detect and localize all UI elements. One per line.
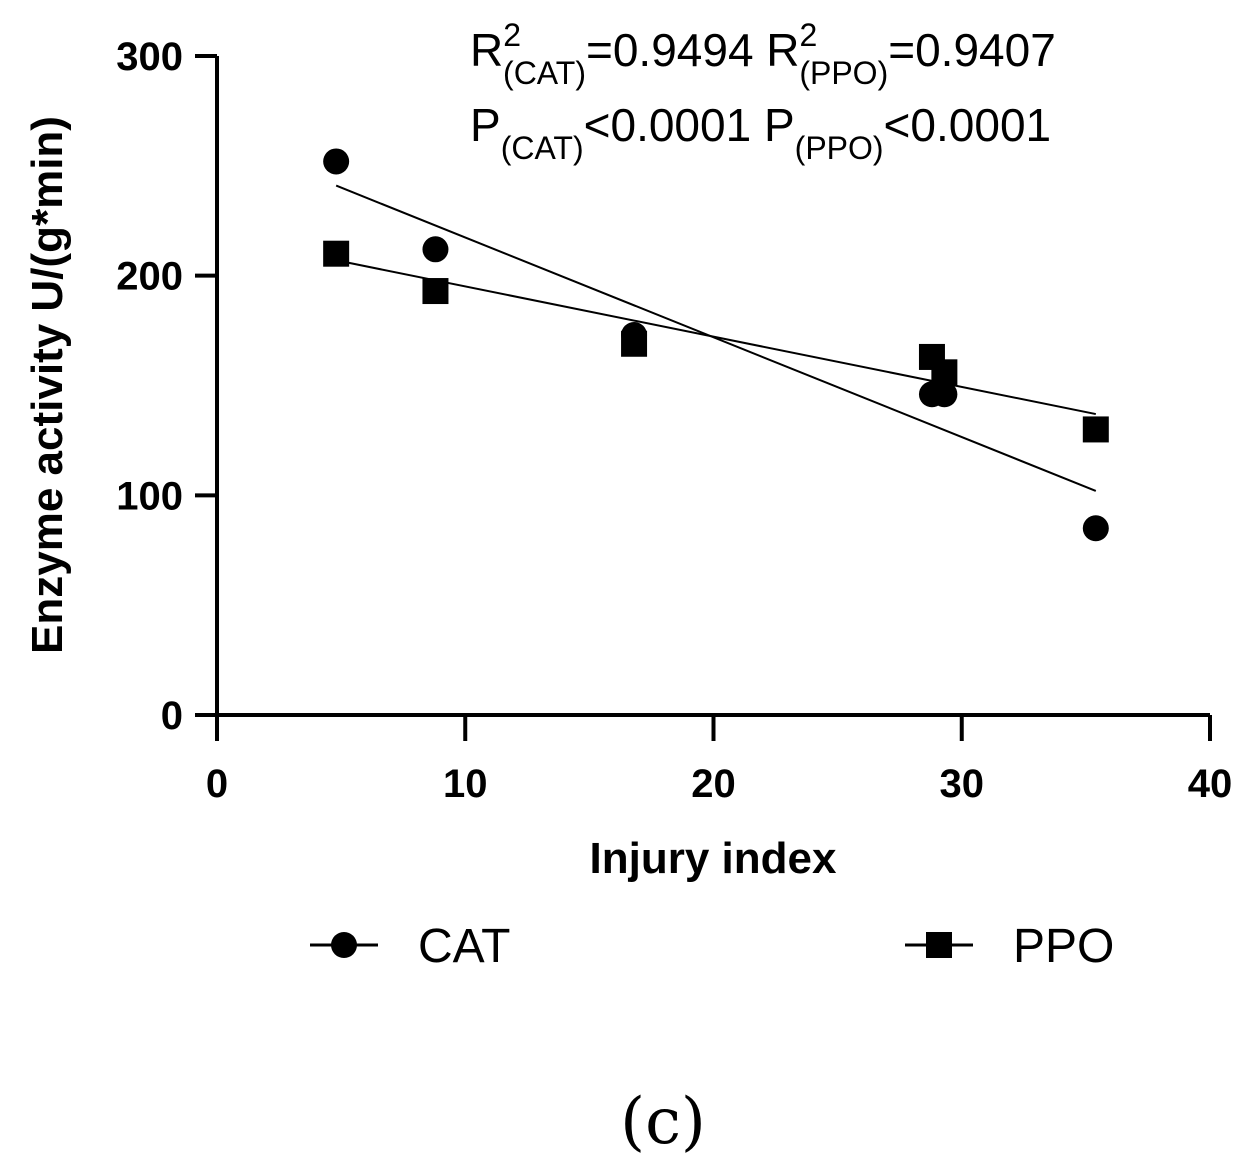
annot-p-cat: P	[470, 99, 501, 151]
point-cat	[1082, 515, 1109, 542]
regression-lines	[335, 184, 1097, 492]
annot-p-ppo-sub: (PPO)	[795, 130, 884, 166]
y-tick-label: 200	[116, 255, 183, 299]
annot-r-ppo-sup: 2	[800, 17, 818, 53]
point-cat	[323, 148, 350, 175]
annot-r-cat-sup: 2	[503, 17, 521, 53]
x-tick-label: 10	[443, 762, 488, 806]
x-tick-label: 30	[940, 762, 985, 806]
annot-p-cat-value: <0.0001 P	[584, 99, 795, 151]
legend: CAT PPO	[310, 920, 1114, 973]
panel-label: (c)	[620, 1085, 706, 1159]
x-tick-label: 20	[691, 762, 736, 806]
annotation-r-squared: R2 (CAT)=0.9494 R2 (PPO)=0.9407	[470, 17, 1056, 91]
point-ppo	[323, 240, 350, 267]
x-axis-title: Injury index	[590, 834, 837, 883]
annot-p-cat-sub: (CAT)	[501, 130, 584, 166]
point-cat	[422, 236, 449, 263]
annot-r-cat-value: =0.9494 R	[586, 24, 800, 76]
x-tick-label: 0	[206, 762, 228, 806]
x-tick-label: 40	[1188, 762, 1233, 806]
legend-ppo-square-icon	[926, 932, 952, 958]
annot-r-cat-sub: (CAT)	[503, 55, 586, 91]
data-points	[323, 148, 1109, 542]
point-ppo	[931, 359, 958, 386]
point-cat	[931, 381, 958, 408]
legend-item-ppo: PPO	[905, 920, 1114, 973]
annot-p-ppo-value: <0.0001	[884, 99, 1052, 151]
annot-r-ppo-value: =0.9407	[888, 24, 1056, 76]
legend-cat-label: CAT	[418, 920, 510, 973]
point-ppo	[422, 278, 449, 305]
annot-r-cat: R	[470, 24, 503, 76]
point-ppo	[621, 330, 648, 357]
legend-item-cat: CAT	[310, 920, 510, 973]
annot-r-ppo-sub: (PPO)	[799, 55, 888, 91]
legend-cat-circle-icon	[331, 932, 357, 958]
y-axis-title: Enzyme activity U/(g*min)	[23, 116, 72, 654]
y-tick-label: 100	[116, 474, 183, 518]
annotation-p-values: P(CAT)<0.0001 P(PPO)<0.0001	[470, 99, 1051, 166]
fit-line-ppo	[335, 259, 1097, 416]
y-axis-ticks: 0 100 200 300	[116, 35, 217, 738]
point-ppo	[1082, 416, 1109, 443]
legend-ppo-label: PPO	[1013, 920, 1114, 973]
y-tick-label: 0	[161, 694, 183, 738]
fit-line-cat	[335, 184, 1097, 492]
y-tick-label: 300	[116, 35, 183, 79]
x-axis-ticks: 0 10 20 30 40	[206, 715, 1232, 806]
